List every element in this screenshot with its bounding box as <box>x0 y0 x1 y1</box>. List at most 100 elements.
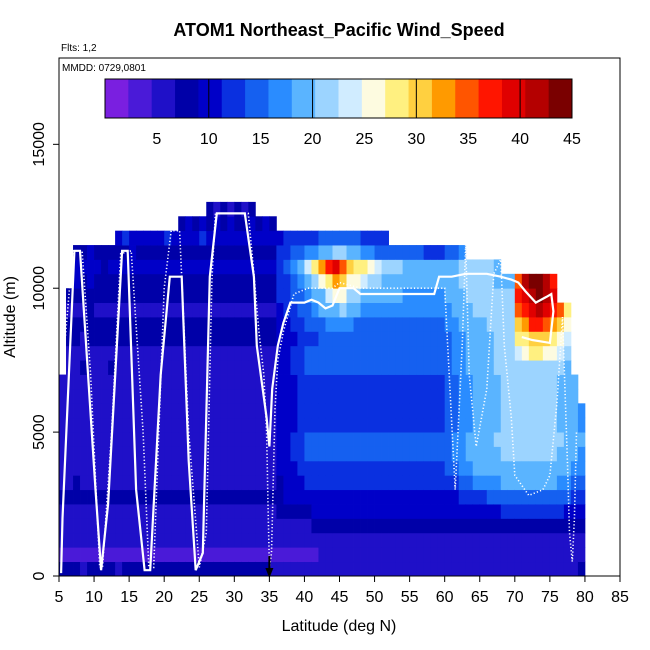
heatmap-cell-3-1 <box>80 547 88 563</box>
heatmap-cell-63-10 <box>500 417 509 433</box>
heatmap-cell-72-18 <box>563 302 572 318</box>
heatmap-cell-38-4 <box>325 504 333 519</box>
heatmap-cell-50-10 <box>409 417 418 433</box>
heatmap-cell-71-2 <box>556 532 565 548</box>
heatmap-cell-7-15 <box>108 345 116 361</box>
heatmap-cell-24-18 <box>227 302 235 318</box>
heatmap-cell-54-21 <box>437 259 446 275</box>
heatmap-cell-0-9 <box>59 432 67 447</box>
heatmap-cell-59-21 <box>472 259 481 275</box>
colorbar-swatch-9 <box>315 79 339 118</box>
heatmap-cell-65-4 <box>514 504 523 519</box>
heatmap-cell-35-23 <box>304 230 312 246</box>
heatmap-cell-5-18 <box>94 302 102 318</box>
heatmap-cell-73-1 <box>570 547 579 563</box>
heatmap-cell-20-21 <box>199 259 207 275</box>
heatmap-cell-8-23 <box>115 230 123 246</box>
heatmap-cell-61-21 <box>486 259 495 275</box>
heatmap-cell-29-8 <box>262 446 270 462</box>
heatmap-cell-9-17 <box>122 317 130 332</box>
heatmap-cell-64-9 <box>507 432 516 447</box>
heatmap-cell-29-24 <box>262 216 270 232</box>
heatmap-cell-58-0 <box>465 561 474 577</box>
heatmap-cell-53-20 <box>430 273 439 289</box>
heatmap-cell-10-16 <box>129 331 137 347</box>
heatmap-cell-56-7 <box>451 460 460 476</box>
heatmap-cell-22-8 <box>213 446 221 462</box>
heatmap-cell-55-2 <box>444 532 453 548</box>
heatmap-cell-70-17 <box>549 317 558 332</box>
heatmap-cell-7-19 <box>108 288 116 304</box>
colorbar-tick-label: 25 <box>356 131 374 148</box>
heatmap-cell-49-5 <box>402 489 411 505</box>
heatmap-cell-31-11 <box>276 403 284 419</box>
heatmap-cell-67-12 <box>528 388 537 404</box>
heatmap-cell-26-23 <box>241 230 249 246</box>
heatmap-cell-60-3 <box>479 518 488 534</box>
heatmap-cell-40-6 <box>339 475 347 491</box>
heatmap-cell-17-7 <box>178 460 186 476</box>
heatmap-cell-45-23 <box>374 230 382 246</box>
heatmap-cell-41-6 <box>346 475 354 491</box>
heatmap-cell-46-18 <box>381 302 389 318</box>
heatmap-cell-11-7 <box>136 460 144 476</box>
heatmap-cell-72-12 <box>563 388 572 404</box>
heatmap-cell-8-9 <box>115 432 123 447</box>
heatmap-cell-38-8 <box>325 446 333 462</box>
heatmap-cell-28-15 <box>255 345 263 361</box>
heatmap-cell-31-10 <box>276 417 284 433</box>
heatmap-cell-20-23 <box>199 230 207 246</box>
heatmap-cell-52-15 <box>423 345 432 361</box>
heatmap-cell-55-9 <box>444 432 453 447</box>
heatmap-cell-52-2 <box>423 532 432 548</box>
heatmap-cell-72-14 <box>563 360 572 375</box>
heatmap-cell-55-19 <box>444 288 453 304</box>
heatmap-cell-31-12 <box>276 388 284 404</box>
heatmap-cell-10-18 <box>129 302 137 318</box>
heatmap-cell-5-0 <box>94 561 102 577</box>
heatmap-cell-72-5 <box>563 489 572 505</box>
heatmap-cell-21-13 <box>206 374 214 390</box>
heatmap-cell-62-1 <box>493 547 502 563</box>
heatmap-cell-16-6 <box>171 475 179 491</box>
heatmap-cell-24-16 <box>227 331 235 347</box>
heatmap-cell-23-3 <box>220 518 228 534</box>
heatmap-cell-60-4 <box>479 504 488 519</box>
heatmap-cell-6-1 <box>101 547 109 563</box>
heatmap-cell-59-15 <box>472 345 481 361</box>
heatmap-cell-26-2 <box>241 532 249 548</box>
heatmap-cell-63-4 <box>500 504 509 519</box>
x-tick-label: 80 <box>576 589 594 606</box>
heatmap-cell-46-2 <box>381 532 389 548</box>
heatmap-cell-39-14 <box>332 360 340 375</box>
heatmap-cell-28-5 <box>255 489 263 505</box>
heatmap-cell-45-17 <box>374 317 382 332</box>
heatmap-cell-64-14 <box>507 360 516 375</box>
heatmap-cell-54-22 <box>437 245 446 260</box>
heatmap-cell-47-7 <box>388 460 396 476</box>
heatmap-cell-32-5 <box>283 489 291 505</box>
heatmap-cell-9-14 <box>122 360 130 375</box>
heatmap-cell-19-5 <box>192 489 200 505</box>
heatmap-cell-6-16 <box>101 331 109 347</box>
heatmap-cell-45-14 <box>374 360 382 375</box>
heatmap-cell-47-8 <box>388 446 396 462</box>
heatmap-cell-19-17 <box>192 317 200 332</box>
heatmap-cell-10-1 <box>129 547 137 563</box>
heatmap-cell-57-14 <box>458 360 467 375</box>
heatmap-cell-68-8 <box>535 446 544 462</box>
heatmap-cell-32-7 <box>283 460 291 476</box>
heatmap-cell-26-14 <box>241 360 249 375</box>
heatmap-cell-40-3 <box>339 518 347 534</box>
heatmap-cell-61-7 <box>486 460 495 476</box>
heatmap-cell-28-23 <box>255 230 263 246</box>
heatmap-cell-21-6 <box>206 475 214 491</box>
heatmap-cell-44-17 <box>367 317 375 332</box>
heatmap-cell-7-18 <box>108 302 116 318</box>
heatmap-cell-63-12 <box>500 388 509 404</box>
heatmap-cell-22-22 <box>213 245 221 260</box>
heatmap-cell-64-20 <box>507 273 516 289</box>
heatmap-cell-41-3 <box>346 518 354 534</box>
heatmap-cell-36-5 <box>311 489 319 505</box>
x-tick-label: 65 <box>471 589 489 606</box>
